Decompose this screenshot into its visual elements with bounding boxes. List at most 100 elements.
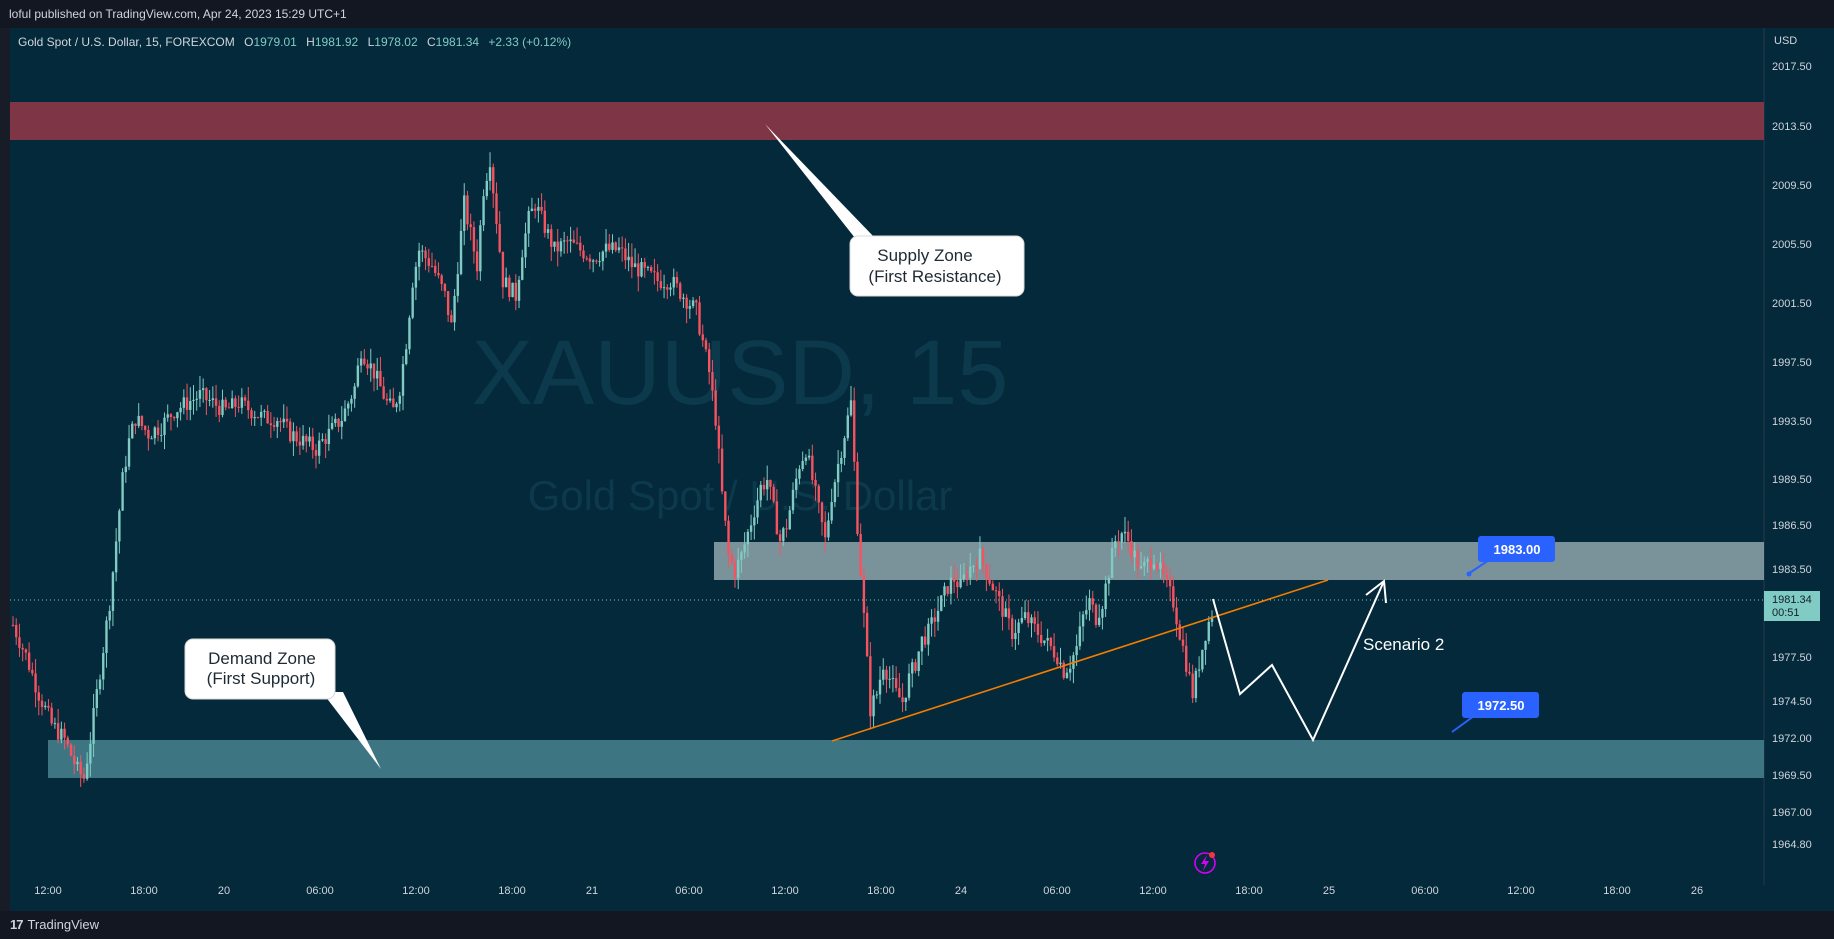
candle-body <box>872 695 875 717</box>
candle-body <box>1152 564 1156 569</box>
candle-body <box>1088 598 1091 611</box>
candle-body <box>530 208 534 212</box>
time-tick: 21 <box>586 885 598 897</box>
candle-body <box>775 501 779 535</box>
candle-body <box>588 258 592 262</box>
candle-body <box>221 399 224 415</box>
supply-zone[interactable] <box>10 102 1764 140</box>
candle-body <box>263 410 266 412</box>
candle-body <box>495 193 498 225</box>
candle-body <box>1107 578 1111 584</box>
candle-body <box>508 277 511 298</box>
candle-body <box>643 262 646 268</box>
price-axis[interactable]: USD 2017.50 2013.50 2009.50 2005.50 2001… <box>1764 35 1820 851</box>
candle-body <box>259 411 263 418</box>
symbol-legend[interactable]: Gold Spot / U.S. Dollar, 15, FOREXCOM O1… <box>18 35 571 49</box>
candle-body <box>975 566 978 569</box>
price-chart[interactable]: XAUUSD, 15 Gold Spot / U.S. Dollar Scena… <box>0 28 1834 911</box>
time-tick: 18:00 <box>867 885 895 897</box>
demand-callout-box[interactable] <box>184 638 336 700</box>
candle-body <box>988 578 991 584</box>
candle-body <box>927 623 930 645</box>
candle-body <box>759 484 762 501</box>
candle-body <box>211 398 215 401</box>
candle-body <box>591 260 595 262</box>
chart-frame[interactable]: XAUUSD, 15 Gold Spot / U.S. Dollar Scena… <box>0 28 1834 911</box>
candle-body <box>1181 639 1185 646</box>
trendline[interactable] <box>831 579 1329 742</box>
candle-body <box>1052 646 1056 658</box>
low-label: L <box>367 35 375 49</box>
candle-body <box>282 418 285 423</box>
candle-body <box>446 291 450 316</box>
candle-body <box>788 510 791 530</box>
candle-body <box>1104 583 1107 610</box>
candle-body <box>56 723 60 740</box>
candle-body <box>1210 616 1214 622</box>
candle-body <box>695 300 698 303</box>
candle-body <box>466 195 469 225</box>
candle-body <box>840 457 843 464</box>
candle-body <box>343 408 347 422</box>
candle-body <box>50 707 53 724</box>
candle-body <box>836 463 840 483</box>
price-tick: 1989.50 <box>1772 474 1812 486</box>
candle-body <box>53 723 57 725</box>
candle-body <box>1185 645 1188 672</box>
candle-body <box>978 548 982 569</box>
candle-body <box>472 227 476 252</box>
candle-body <box>285 418 289 422</box>
candle-body <box>769 480 772 487</box>
candle-body <box>388 398 392 401</box>
candle-body <box>124 466 128 473</box>
time-axis[interactable]: 12:00 18:00 20 06:00 12:00 18:00 21 06:0… <box>34 885 1703 897</box>
candle-body <box>782 528 785 542</box>
price-tag-lower[interactable] <box>1462 692 1539 718</box>
candle-body <box>853 400 856 462</box>
supply-callout-box[interactable] <box>849 235 1025 297</box>
candle-body <box>562 240 566 242</box>
candle-body <box>720 448 724 492</box>
candle-body <box>898 688 901 698</box>
axis-background <box>1764 28 1834 911</box>
time-tick: 26 <box>1691 885 1703 897</box>
candle-body <box>340 421 343 427</box>
candle-body <box>514 282 518 301</box>
candle-body <box>456 274 459 296</box>
candle-body <box>714 390 717 426</box>
candle-body <box>511 282 514 298</box>
candle-body <box>749 525 753 532</box>
candle-body <box>579 242 582 251</box>
open-value: 1979.01 <box>253 35 297 49</box>
candle-body <box>192 399 195 402</box>
candle-body <box>817 485 820 503</box>
demand-callout-line2: (First Support) <box>207 669 316 688</box>
candle-body <box>637 263 640 277</box>
candle-body <box>334 418 337 424</box>
tradingview-logo[interactable]: 17 TradingView <box>10 911 99 939</box>
candle-body <box>324 439 327 444</box>
time-tick: 12:00 <box>34 885 62 897</box>
price-tick: 1969.50 <box>1772 770 1812 782</box>
candle-body <box>321 439 324 441</box>
demand-zone[interactable] <box>48 740 1764 778</box>
lightning-icon[interactable] <box>1194 852 1216 874</box>
candle-body <box>27 652 31 670</box>
price-tag-upper[interactable] <box>1478 536 1555 562</box>
scenario-path[interactable] <box>1212 580 1385 743</box>
candle-body <box>582 250 585 259</box>
candle-body <box>727 520 730 555</box>
candle-body <box>556 241 559 252</box>
candle-body <box>669 287 672 290</box>
candle-body <box>1056 657 1059 665</box>
candle-body <box>778 534 782 542</box>
candle-body <box>111 572 115 611</box>
candle-body <box>946 586 949 594</box>
candle-body <box>347 403 350 409</box>
middle-zone[interactable] <box>714 542 1764 580</box>
candle-body <box>317 440 321 456</box>
symbol-name: Gold Spot / U.S. Dollar, 15, FOREXCOM <box>18 35 235 49</box>
candle-body <box>1007 608 1011 619</box>
candle-body <box>488 167 492 181</box>
candle-body <box>330 423 334 429</box>
